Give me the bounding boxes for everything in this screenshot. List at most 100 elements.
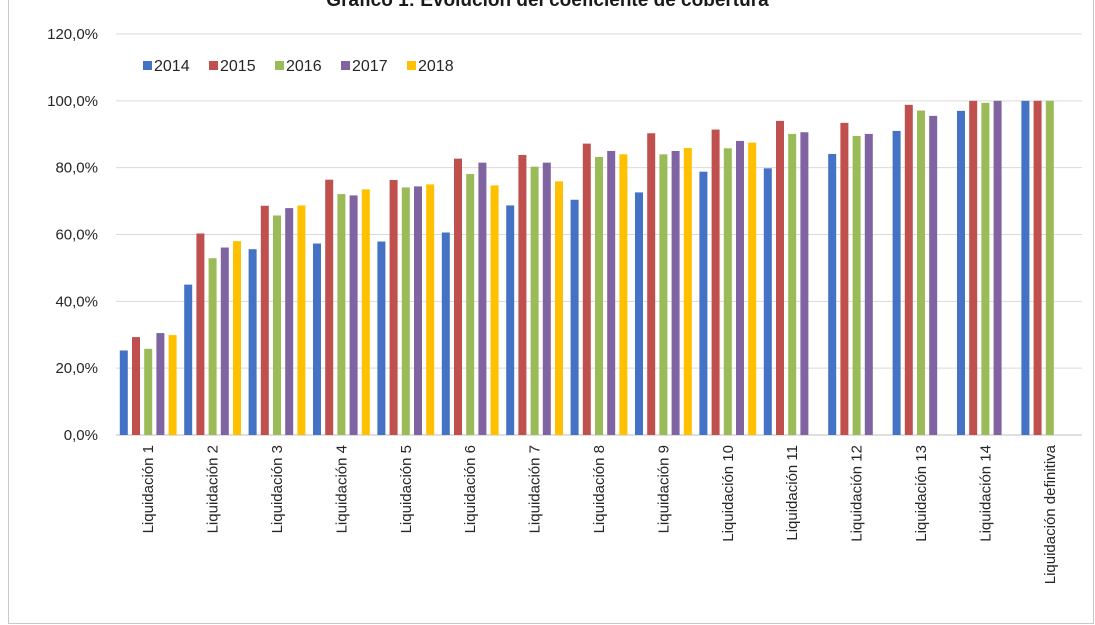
x-category-label: Liquidación 8 [591, 445, 608, 533]
legend-swatch [143, 61, 152, 70]
bar-2015 [904, 104, 913, 436]
bar-2014 [506, 205, 515, 435]
bar-2014 [957, 110, 965, 435]
bar-2014 [248, 249, 257, 435]
bar-2014 [635, 192, 643, 435]
y-tick-label: 20,0% [55, 360, 98, 377]
x-category-label: Liquidación 13 [913, 445, 930, 542]
bar-2016 [144, 348, 153, 435]
chart-area-frame [8, 0, 1094, 624]
legend-label: 2014 [154, 58, 190, 75]
bar-2017 [478, 162, 487, 435]
bar-2017 [929, 115, 938, 435]
bar-2014 [828, 153, 837, 436]
bar-2018 [361, 189, 370, 435]
bar-2015 [260, 205, 269, 435]
bar-2016 [530, 166, 539, 435]
legend-label: 2016 [286, 58, 322, 75]
y-axis-labels: 0,0% 20,0% 40,0% 60,0% 80,0% 100,0% 120,0% [47, 26, 98, 444]
bar-2017 [414, 186, 422, 435]
x-category-label: Liquidación 10 [720, 445, 737, 542]
bar-2016 [1045, 100, 1054, 435]
bar-2014 [699, 171, 708, 435]
bar-2017 [349, 195, 358, 435]
bar-2018 [619, 154, 628, 436]
x-axis-labels: Liquidación 1 Liquidación 2 Liquidación 3 L… [140, 444, 1059, 584]
bar-2017 [864, 133, 873, 435]
bar-2018 [426, 184, 435, 435]
legend-label: 2015 [220, 58, 256, 75]
bar-2015 [196, 233, 205, 435]
x-category-label: Liquidación 9 [655, 445, 672, 533]
x-category-label: Liquidación 14 [977, 445, 994, 542]
bar-2014 [570, 199, 579, 435]
legend-swatch [275, 61, 284, 70]
x-category-label: Liquidación 6 [462, 445, 479, 533]
bar-2017 [607, 150, 616, 436]
bar-2018 [748, 142, 757, 435]
bar-2014 [119, 350, 128, 435]
bar-2018 [683, 147, 692, 435]
bar-2015 [969, 100, 978, 435]
bar-2016 [723, 148, 732, 435]
bar-2016 [981, 102, 990, 436]
bar-2014 [1021, 100, 1030, 435]
bar-2017 [285, 208, 294, 435]
y-tick-label: 0,0% [64, 427, 98, 444]
x-category-label: Liquidación 3 [269, 445, 286, 533]
y-tick-label: 120,0% [47, 26, 98, 43]
bar-2015 [647, 133, 656, 435]
legend-swatch [341, 61, 350, 70]
bar-2016 [208, 258, 217, 435]
x-category-label: Liquidación 12 [849, 445, 866, 542]
bar-2014 [184, 284, 193, 435]
bar-2017 [671, 150, 680, 436]
bars [119, 100, 1054, 436]
bar-2015 [454, 158, 462, 435]
bar-2014 [313, 243, 321, 435]
bar-2017 [800, 132, 809, 435]
y-tick-label: 100,0% [47, 93, 98, 110]
bar-2015 [518, 154, 527, 436]
bar-2018 [297, 205, 306, 435]
bar-2016 [659, 154, 668, 436]
bar-2018 [168, 335, 177, 435]
bar-2015 [582, 143, 591, 435]
x-category-label: Liquidación 7 [527, 445, 544, 533]
bar-2016 [852, 135, 861, 435]
bar-2015 [840, 122, 849, 435]
bar-2015 [1033, 100, 1042, 435]
x-category-label: Liquidación 5 [398, 445, 415, 533]
bar-2015 [711, 129, 720, 436]
bar-2015 [325, 179, 334, 435]
legend-label: 2017 [352, 58, 388, 75]
bar-2017 [220, 247, 229, 435]
y-tick-label: 40,0% [55, 293, 98, 310]
bar-2018 [555, 181, 563, 435]
x-category-label: Liquidación 4 [333, 445, 350, 533]
x-category-label: Liquidación 11 [784, 445, 801, 541]
legend-label: 2018 [418, 58, 454, 75]
legend-swatch [407, 61, 416, 70]
x-category-label: Liquidación 2 [205, 445, 222, 533]
y-tick-label: 60,0% [55, 227, 98, 244]
legend: 2014 2015 2016 2017 2018 [143, 58, 454, 75]
bar-2016 [595, 156, 603, 435]
bar-2017 [542, 162, 551, 435]
bar-2014 [763, 168, 772, 435]
bar-2016 [788, 133, 797, 435]
bar-2017 [736, 140, 744, 435]
bar-2014 [377, 241, 386, 435]
bar-2016 [466, 174, 475, 435]
bar-2015 [389, 180, 398, 435]
bar-2016 [273, 215, 281, 435]
bar-2016 [401, 187, 410, 435]
bar-2017 [156, 333, 165, 435]
bar-2015 [132, 337, 140, 435]
x-category-label: Liquidación 1 [140, 445, 157, 533]
x-category-label: Liquidación definitiva [1042, 444, 1059, 584]
bar-2016 [337, 194, 346, 435]
bar-2017 [993, 100, 1002, 435]
legend-swatch [209, 61, 218, 70]
